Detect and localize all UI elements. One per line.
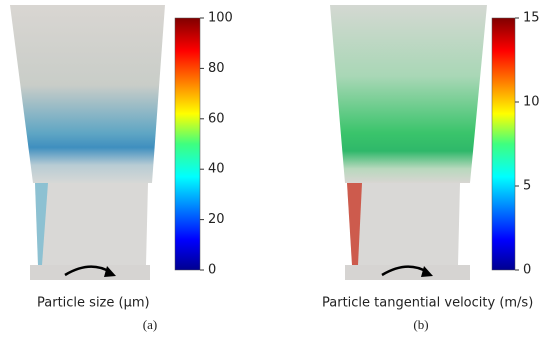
- colorbar-tick-label: 15: [523, 11, 540, 26]
- colorbar-tick-label: 40: [208, 162, 225, 177]
- panel-label: (a): [143, 317, 157, 332]
- colorbar-tick-label: 0: [208, 263, 216, 278]
- colorbar-tick-label: 10: [523, 95, 540, 110]
- panel-a-render: [10, 5, 201, 280]
- colorbar-tick-label: 100: [208, 11, 233, 26]
- colorbar-tick-label: 20: [208, 212, 225, 227]
- colorbar-tick-label: 80: [208, 61, 225, 76]
- panel-b-render: [330, 5, 516, 280]
- colorbar-tick-label: 0: [523, 263, 531, 278]
- colorbar-title: Particle size (μm): [37, 296, 150, 311]
- colorbar-tick-label: 60: [208, 111, 225, 126]
- colorbar-title: Particle tangential velocity (m/s): [322, 296, 533, 311]
- colorbar-tick-label: 5: [523, 179, 531, 194]
- panel-label: (b): [413, 317, 428, 332]
